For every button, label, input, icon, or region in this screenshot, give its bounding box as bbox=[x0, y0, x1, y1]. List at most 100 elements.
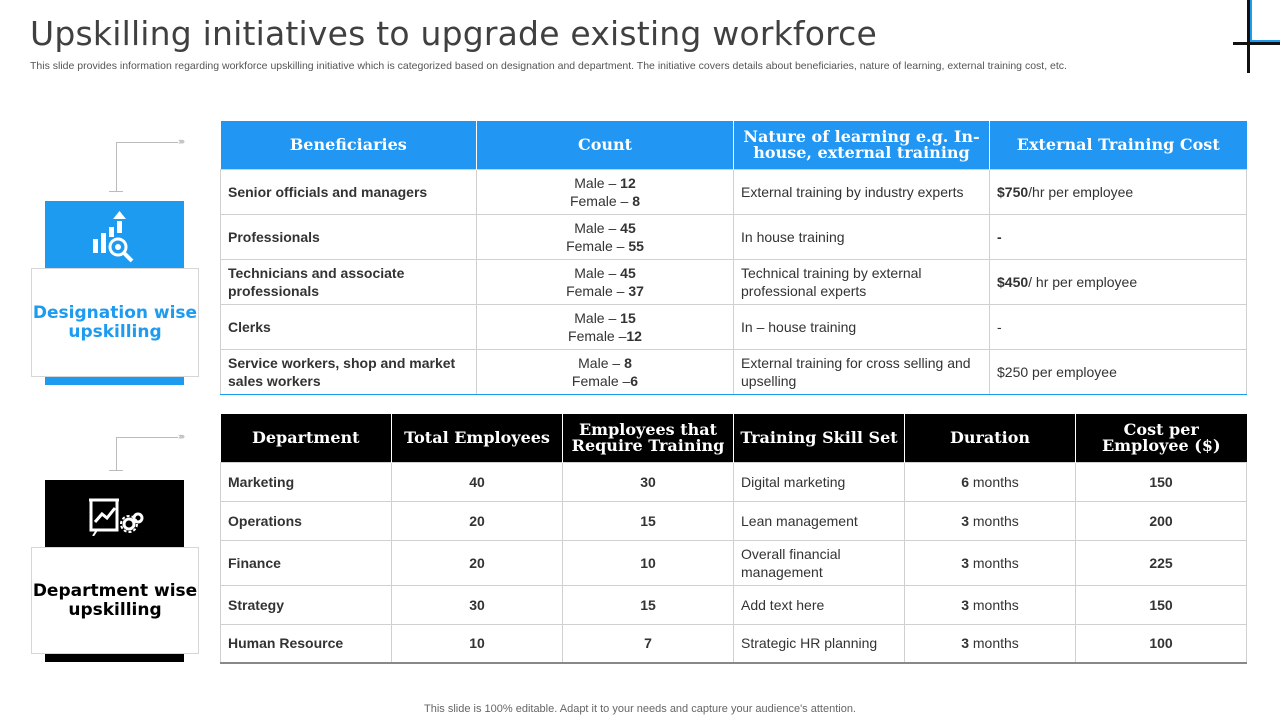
male-count: Male – 12 bbox=[484, 174, 726, 192]
male-count: Male – 15 bbox=[484, 309, 726, 327]
female-count: Female – 55 bbox=[484, 237, 726, 255]
require-training-cell: 15 bbox=[562, 500, 734, 541]
male-label: Male – bbox=[574, 174, 621, 191]
duration-number: 6 bbox=[961, 473, 969, 490]
bar-chart-search-icon bbox=[91, 211, 139, 270]
department-cell: Strategy bbox=[220, 584, 392, 625]
nature-cell: External training by industry experts bbox=[733, 168, 990, 215]
skill-set-cell: Lean management bbox=[733, 500, 905, 541]
cost-cell: 100 bbox=[1075, 623, 1247, 664]
cost-cell: - bbox=[989, 213, 1247, 260]
cost-value: $450 bbox=[997, 273, 1029, 290]
page-subtitle: This slide provides information regardin… bbox=[30, 60, 1067, 72]
cost-cell: $450/ hr per employee bbox=[989, 258, 1247, 305]
cost-cell: $750/hr per employee bbox=[989, 168, 1247, 215]
nature-cell: Technical training by external professio… bbox=[733, 258, 990, 305]
skill-set-cell: Add text here bbox=[733, 584, 905, 625]
cost-cell: 225 bbox=[1075, 539, 1247, 586]
require-training-cell: 10 bbox=[562, 539, 734, 586]
duration-cell: 6 months bbox=[904, 461, 1076, 502]
beneficiary-cell: Technicians and associate professionals bbox=[220, 258, 477, 305]
nature-cell: In – house training bbox=[733, 303, 990, 350]
header-department: Department bbox=[220, 414, 392, 462]
female-value: 37 bbox=[628, 282, 644, 299]
male-label: Male – bbox=[574, 264, 621, 281]
require-training-cell: 15 bbox=[562, 584, 734, 625]
table-row: Marketing 40 30 Digital marketing 6 months 15… bbox=[220, 461, 1247, 502]
female-label: Female – bbox=[571, 372, 631, 389]
header-employees-require-training: Employees that Require Training bbox=[562, 414, 734, 462]
designation-card-label: Designation wise upskilling bbox=[31, 268, 199, 377]
duration-cell: 3 months bbox=[904, 500, 1076, 541]
beneficiary-cell: Service workers, shop and market sales w… bbox=[220, 348, 477, 395]
male-count: Male – 45 bbox=[484, 264, 726, 282]
duration-unit: months bbox=[968, 635, 1019, 652]
table-header-row: Beneficiaries Count Nature of learning e… bbox=[220, 121, 1247, 169]
cost-cell: - bbox=[989, 303, 1247, 350]
count-cell: Male – 8 Female –6 bbox=[476, 348, 734, 395]
count-cell: Male – 12 Female – 8 bbox=[476, 168, 734, 215]
female-label: Female – bbox=[566, 237, 629, 254]
header-training-skill-set: Training Skill Set bbox=[733, 414, 905, 462]
female-value: 6 bbox=[630, 372, 639, 389]
table-row: Human Resource 10 7 Strategic HR planning 3 … bbox=[220, 623, 1247, 664]
skill-set-cell: Overall financial management bbox=[733, 539, 905, 586]
male-value: 15 bbox=[620, 309, 636, 326]
cost-value: $750 bbox=[997, 183, 1029, 200]
cost-cell: 150 bbox=[1075, 584, 1247, 625]
cost-unit: /hr per employee bbox=[1028, 183, 1134, 200]
count-cell: Male – 15 Female –12 bbox=[476, 303, 734, 350]
table-row: Professionals Male – 45 Female – 55 In hous… bbox=[220, 213, 1247, 260]
beneficiary-cell: Professionals bbox=[220, 213, 477, 260]
department-cell: Marketing bbox=[220, 461, 392, 502]
female-count: Female – 8 bbox=[484, 192, 726, 210]
male-value: 45 bbox=[620, 264, 636, 281]
male-count: Male – 45 bbox=[484, 219, 726, 237]
beneficiary-cell: Senior officials and managers bbox=[220, 168, 477, 215]
female-label: Female – bbox=[569, 192, 633, 209]
duration-cell: 3 months bbox=[904, 584, 1076, 625]
table-row: Operations 20 15 Lean management 3 months 200 bbox=[220, 500, 1247, 541]
male-value: 8 bbox=[624, 354, 632, 371]
count-cell: Male – 45 Female – 55 bbox=[476, 213, 734, 260]
table-row: Finance 20 10 Overall financial management 3… bbox=[220, 539, 1247, 586]
cost-unit: $250 per employee bbox=[997, 363, 1117, 380]
beneficiary-cell: Clerks bbox=[220, 303, 477, 350]
female-label: Female – bbox=[566, 282, 629, 299]
header-count: Count bbox=[476, 121, 734, 169]
duration-unit: months bbox=[968, 554, 1019, 571]
require-training-cell: 7 bbox=[562, 623, 734, 664]
cost-cell: $250 per employee bbox=[989, 348, 1247, 395]
presentation-gears-icon bbox=[89, 496, 145, 541]
duration-unit: months bbox=[968, 596, 1019, 613]
female-count: Female – 37 bbox=[484, 282, 726, 300]
table-row: Senior officials and managers Male – 12 Fe… bbox=[220, 168, 1247, 215]
nature-cell: External training for cross selling and … bbox=[733, 348, 990, 395]
duration-cell: 3 months bbox=[904, 539, 1076, 586]
page-title: Upskilling initiatives to upgrade existi… bbox=[30, 14, 878, 53]
female-count: Female –6 bbox=[484, 372, 726, 390]
department-card-label: Department wise upskilling bbox=[31, 547, 199, 654]
header-total-employees: Total Employees bbox=[391, 414, 563, 462]
require-training-cell: 30 bbox=[562, 461, 734, 502]
department-cell: Human Resource bbox=[220, 623, 392, 664]
female-value: 55 bbox=[628, 237, 644, 254]
skill-set-cell: Strategic HR planning bbox=[733, 623, 905, 664]
header-nature-of-learning: Nature of learning e.g. In-house, extern… bbox=[733, 121, 990, 169]
male-label: Male – bbox=[574, 309, 621, 326]
cost-cell: 150 bbox=[1075, 461, 1247, 502]
duration-number: 3 bbox=[961, 635, 969, 652]
header-duration: Duration bbox=[904, 414, 1076, 462]
designation-table: Beneficiaries Count Nature of learning e… bbox=[220, 121, 1247, 395]
nature-cell: In house training bbox=[733, 213, 990, 260]
footer-note: This slide is 100% editable. Adapt it to… bbox=[424, 703, 856, 715]
total-employees-cell: 20 bbox=[391, 539, 563, 586]
table-row: Technicians and associate professionals M… bbox=[220, 258, 1247, 305]
total-employees-cell: 10 bbox=[391, 623, 563, 664]
female-value: 12 bbox=[626, 327, 642, 344]
cost-cell: 200 bbox=[1075, 500, 1247, 541]
department-table: Department Total Employees Employees tha… bbox=[220, 414, 1247, 664]
cost-unit: / hr per employee bbox=[1028, 273, 1138, 290]
header-cost-per-employee: Cost per Employee ($) bbox=[1075, 414, 1247, 462]
department-cell: Operations bbox=[220, 500, 392, 541]
